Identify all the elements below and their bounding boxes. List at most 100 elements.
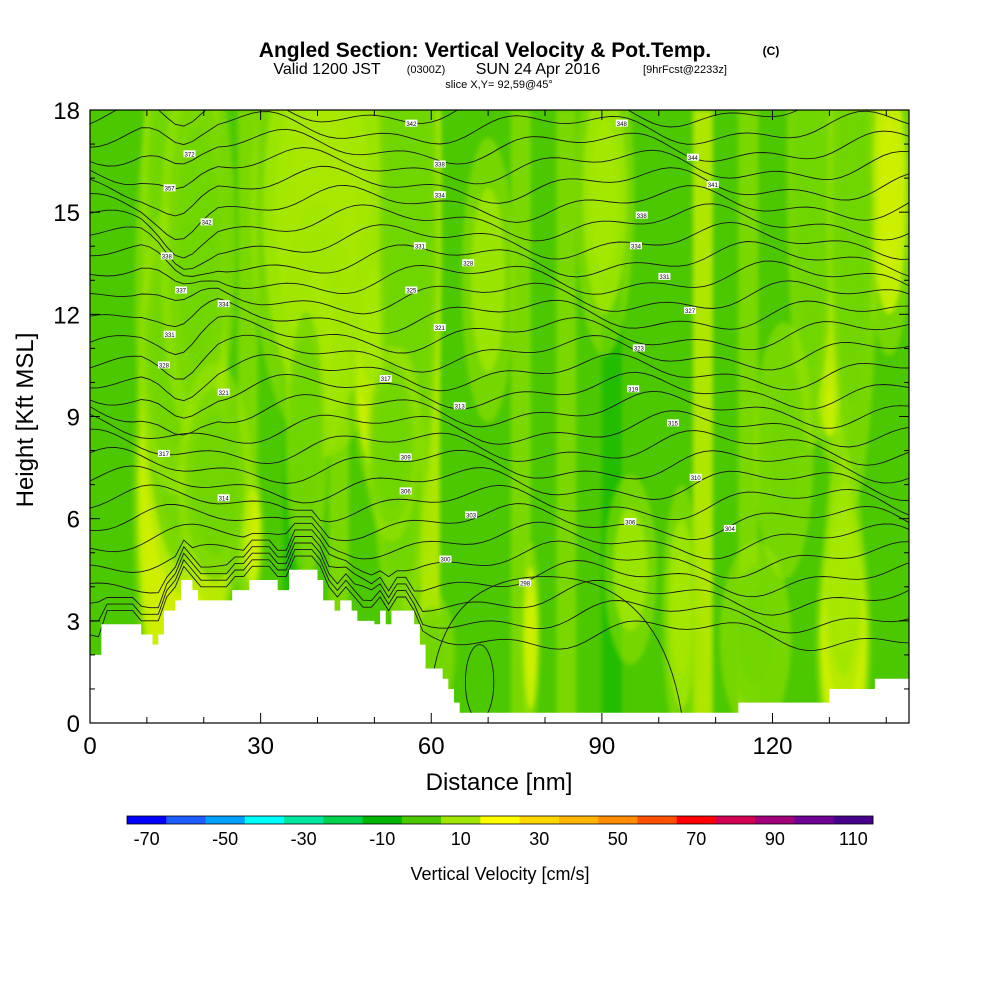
y-tick-label: 6 [67,507,80,534]
theta-label-box [462,259,475,267]
theta-contour-label: 323 [634,347,645,353]
colorbar-label: Vertical Velocity [cm/s] [410,864,589,884]
theta-contour [90,110,909,148]
y-tick-label: 12 [53,302,80,329]
theta-contour [90,503,909,542]
colorbar-swatch [441,816,481,824]
theta-contour-label: 334 [219,302,230,308]
x-tick-label: 0 [83,733,96,760]
theta-contour-label: 325 [406,289,417,295]
theta-contour-label: 309 [401,456,412,462]
velocity-cell [603,474,657,665]
theta-label-box [627,385,640,393]
plot-area: 372 357 342 338 337 334 331 328 321 317 314 342 338 3… [90,110,909,723]
theta-label-box [630,242,642,250]
theta-label-box [157,449,170,457]
theta-contour-label: 328 [159,364,170,370]
colorbar-tick-label: -50 [212,829,238,849]
theta-label-box [217,388,230,396]
theta-contour-label: 306 [625,520,636,526]
theta-contour [90,280,909,315]
theta-contour [90,536,909,598]
theta-label-box [684,306,697,314]
colorbar-swatch [519,816,560,824]
colorbar-swatch [127,816,167,824]
x-tick-label: 30 [247,733,274,760]
y-tick-label: 9 [67,405,80,432]
theta-contour [90,529,909,579]
theta-contour-label: 321 [435,326,446,332]
theta-contour-label: 319 [628,387,639,393]
colorbar-swatch [598,816,638,824]
velocity-cell [461,137,515,423]
theta-contour-label: 331 [659,275,670,281]
theta-label-box [615,119,628,127]
theta-contour [90,260,909,295]
theta-contour-label: 342 [202,221,213,227]
theta-label-box [632,344,645,352]
colorbar-swatch [637,816,677,824]
theta-label-box [433,323,446,331]
theta-contour-label: 334 [435,193,446,199]
theta-label-box [399,453,412,461]
colorbar-frame [126,815,874,825]
theta-contour-label: 300 [440,558,451,564]
theta-label-box [453,402,466,410]
theta-label-box [163,330,176,338]
theta-label-box [413,242,426,250]
subtitle-valid: Valid 1200 JST [273,61,381,78]
colorbar-tick-label: 110 [839,829,868,849]
colorbar-swatch [715,816,756,824]
colorbar-swatch [676,816,717,824]
colorbar-tick-label: -30 [291,829,317,849]
theta-contour [90,203,909,259]
theta-contour-label: 303 [466,513,477,519]
theta-label-box [624,518,637,526]
theta-label-box [706,180,719,188]
subtitle-utc: (0300Z) [407,64,446,76]
theta-contour [90,410,909,448]
theta-contour-label: 357 [165,187,176,193]
theta-label-box [183,150,196,158]
colorbar-swatch [244,816,285,824]
colorbar-swatch [833,816,874,824]
theta-label-box [405,119,418,127]
theta-contour [90,165,909,217]
theta-label-box [405,286,418,294]
theta-label-box [379,375,392,383]
theta-contour-label: 317 [381,377,392,383]
theta-label-box [399,487,412,495]
theta-label-box [658,272,671,280]
theta-contour [90,184,909,240]
theta-label-box [200,218,213,226]
theta-contour-label: 338 [435,163,446,169]
theta-contour-label: 334 [631,244,642,250]
theta-label-box [439,555,452,563]
theta-contour-label: 337 [176,289,187,295]
theta-contour-label: 342 [406,122,417,128]
theta-label-box [217,494,230,502]
theta-contour-label: 315 [668,422,679,428]
colorbar-swatch [755,816,795,824]
colorbar-ticks: -70 -50 -30 -10 10 30 50 70 90 110 [134,829,868,849]
theta-contour [90,555,909,651]
background-band [556,110,577,723]
colorbar-swatch [794,816,835,824]
y-tick-label: 3 [67,609,80,636]
colorbar [126,815,874,825]
theta-contour-label: 344 [688,156,699,162]
colorbar-swatch [323,816,363,824]
colorbar-swatch [480,816,520,824]
velocity-cell [284,286,328,581]
theta-contour [90,521,909,560]
y-axis-label: Height [Kft MSL] [12,333,39,508]
y-axis: 0 3 6 9 12 15 18 [53,98,909,738]
theta-contour-label: 331 [415,244,426,250]
colorbar-tick-label: 90 [765,829,785,849]
colorbar-swatch [284,816,324,824]
theta-contour [90,128,909,167]
colorbar-swatch [401,816,442,824]
theta-contour-label: 306 [401,490,412,496]
chart-title: Angled Section: Vertical Velocity & Pot.… [259,39,711,62]
